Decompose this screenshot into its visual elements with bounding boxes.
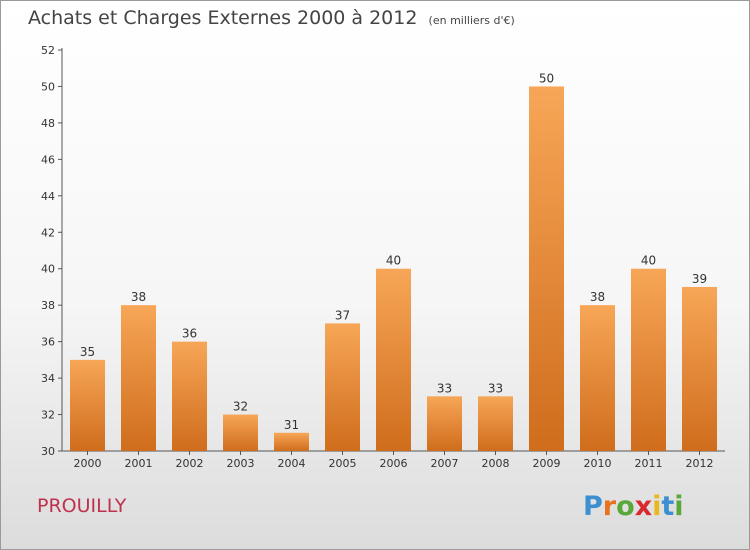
x-tick-label: 2002 xyxy=(176,457,204,470)
logo-letter: P xyxy=(583,491,603,522)
y-tick-label: 34 xyxy=(41,372,55,385)
x-tick-label: 2011 xyxy=(635,457,663,470)
bar xyxy=(682,286,717,451)
bar-value-label: 36 xyxy=(182,327,197,341)
bars: 35 38 36 32 31 37 40 33 33 50 38 40 39 xyxy=(70,71,717,452)
logo-letter: i xyxy=(674,491,684,522)
bar-value-label: 33 xyxy=(488,381,503,395)
x-tick-label: 2009 xyxy=(533,457,561,470)
bar-value-label: 35 xyxy=(80,345,95,359)
logo-letter: x xyxy=(634,491,653,522)
title-main: Achats et Charges Externes 2000 à 2012 xyxy=(28,7,418,29)
bar xyxy=(274,432,309,451)
bar-value-label: 31 xyxy=(284,418,299,432)
bar-value-label: 37 xyxy=(335,308,350,322)
bar xyxy=(121,305,156,451)
y-tick-label: 30 xyxy=(41,445,55,458)
x-tick-label: 2010 xyxy=(584,457,612,470)
bar-value-label: 38 xyxy=(590,290,605,304)
y-tick-label: 38 xyxy=(41,299,55,312)
bar xyxy=(478,396,513,451)
chart-title: Achats et Charges Externes 2000 à 2012 (… xyxy=(28,7,515,29)
x-tick-label: 2003 xyxy=(227,457,255,470)
x-tick-label: 2004 xyxy=(278,457,306,470)
y-tick-label: 48 xyxy=(41,117,55,130)
bar-value-label: 33 xyxy=(437,381,452,395)
y-tick-label: 50 xyxy=(41,80,55,93)
bar xyxy=(325,323,360,451)
proxiti-logo[interactable]: Proxiti xyxy=(583,491,684,522)
logo-letter: i xyxy=(652,491,662,522)
y-tick-label: 42 xyxy=(41,226,55,239)
title-unit: (en milliers d'€) xyxy=(428,14,515,27)
bar-value-label: 50 xyxy=(539,71,554,85)
bar-value-label: 40 xyxy=(386,254,401,268)
x-tick-label: 2005 xyxy=(329,457,357,470)
y-tick-label: 52 xyxy=(41,44,55,57)
y-tick-label: 44 xyxy=(41,190,55,203)
bar-value-label: 39 xyxy=(692,272,707,286)
bar xyxy=(427,396,462,451)
bar xyxy=(223,414,258,451)
x-tick-label: 2001 xyxy=(125,457,153,470)
x-tick-label: 2012 xyxy=(686,457,714,470)
bar xyxy=(529,86,564,452)
bar-value-label: 40 xyxy=(641,254,656,268)
y-tick-label: 46 xyxy=(41,153,55,166)
bar xyxy=(580,305,615,451)
y-tick-label: 40 xyxy=(41,263,55,276)
x-tick-label: 2000 xyxy=(74,457,102,470)
logo-letter: o xyxy=(616,491,635,522)
y-tick-label: 36 xyxy=(41,336,55,349)
x-tick-label: 2008 xyxy=(482,457,510,470)
x-tick-label: 2006 xyxy=(380,457,408,470)
commune-name: PROUILLY xyxy=(37,495,127,517)
logo-letter: r xyxy=(602,491,617,522)
bar xyxy=(172,341,207,451)
bar xyxy=(376,268,411,451)
logo-letter: t xyxy=(661,491,675,522)
bar xyxy=(70,359,105,451)
y-tick-label: 32 xyxy=(41,409,55,422)
bar-value-label: 38 xyxy=(131,290,146,304)
bar xyxy=(631,268,666,451)
bar-value-label: 32 xyxy=(233,400,248,414)
x-tick-label: 2007 xyxy=(431,457,459,470)
